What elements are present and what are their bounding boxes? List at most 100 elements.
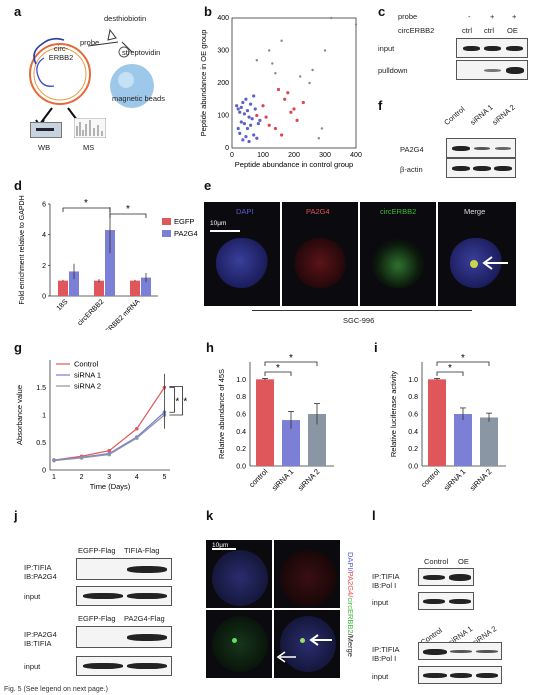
l-top-lane-1: Control xyxy=(424,557,449,566)
g-ytick-2: 1 xyxy=(42,413,46,420)
h-ytick-0: 0.0 xyxy=(236,464,246,471)
e-arrow-icon xyxy=(482,256,508,270)
f-blot-actin-label: β-actin xyxy=(400,165,423,174)
b-point-red xyxy=(261,104,265,108)
circ-erbb2-label: circ- ERBB2 xyxy=(48,44,74,62)
b-point-blue xyxy=(238,110,242,114)
k-pa2g4-image xyxy=(274,540,340,608)
b-xtick-3: 300 xyxy=(319,152,331,159)
b-point-blue xyxy=(252,133,256,137)
b-point-gray xyxy=(268,49,271,52)
h-ytick-1: 0.2 xyxy=(236,446,246,453)
j-bot-lane-2: PA2G4-Flag xyxy=(124,614,165,623)
e-ch-dapi: DAPI xyxy=(236,207,254,216)
g-xtick-4: 5 xyxy=(162,474,166,481)
d-star-2: * xyxy=(126,204,130,215)
b-point-red xyxy=(255,113,259,118)
b-point-red xyxy=(292,107,296,111)
k-dapi-image xyxy=(206,540,272,608)
c-row-probe: probe xyxy=(398,12,418,21)
panel-l-label: l xyxy=(372,508,376,523)
g-point xyxy=(79,456,84,460)
d-bar xyxy=(69,271,79,296)
b-ytick-1: 100 xyxy=(217,113,229,120)
b-point-blue xyxy=(255,136,259,140)
b-ytick-3: 300 xyxy=(217,48,229,55)
j-top-lane-1: EGFP-Flag xyxy=(78,546,116,555)
i-ytick-0: 0.0 xyxy=(408,464,418,471)
e-pa2g4-image xyxy=(282,202,358,306)
i-bar xyxy=(454,414,472,466)
l-bot-blot-1 xyxy=(418,642,502,660)
c-row-circ: circERBB2 xyxy=(398,26,435,35)
h-ytick-2: 0.4 xyxy=(236,429,246,436)
d-legend-swatch xyxy=(162,230,171,237)
f-lane-3: siRNA 2 xyxy=(490,102,517,127)
b-point-blue xyxy=(242,122,246,126)
ms-label: MS xyxy=(83,143,95,152)
f-blot-pa2g4 xyxy=(446,138,516,158)
b-point-gray xyxy=(330,16,333,20)
b-point-blue xyxy=(256,122,260,126)
b-ytick-4: 400 xyxy=(217,15,229,22)
b-point-red xyxy=(273,126,277,131)
b-point-red xyxy=(301,100,305,105)
b-ylabel: Peptide abundance in OE group xyxy=(199,30,208,137)
c-blot-input xyxy=(456,38,528,58)
k-circ-image xyxy=(206,610,272,678)
b-point-blue xyxy=(253,107,257,111)
k-merge-image xyxy=(274,610,340,678)
panel-c-label: c xyxy=(378,4,386,19)
chart-g-line: 0 0.5 1 1.5 1 2 3 4 5 Time (Days) Absorbance value… xyxy=(15,360,187,492)
b-point-gray xyxy=(311,68,314,72)
i-xtick-1: siRNA 1 xyxy=(442,467,468,493)
j-top-lane-2: TIFIA-Flag xyxy=(124,546,160,555)
panel-f-label: f xyxy=(378,98,383,113)
figure-caption: Fig. 5 (See legend on next page.) xyxy=(4,686,108,693)
b-point-red xyxy=(276,87,281,92)
b-point-gray xyxy=(280,39,283,42)
c-blot-input-label: input xyxy=(378,44,395,53)
g-legend-2: siRNA 2 xyxy=(74,382,101,391)
b-point-blue xyxy=(242,112,246,116)
k-legend-pa2g4: PA2G4/ xyxy=(346,571,355,598)
b-point-blue xyxy=(249,123,253,127)
h-sig-bracket-2 xyxy=(264,361,318,366)
beads-label: magnetic beads xyxy=(112,94,165,103)
h-ytick-4: 0.8 xyxy=(236,394,246,401)
d-bar xyxy=(141,277,151,296)
d-ytick-0: 0 xyxy=(42,294,46,301)
l-bot-row-2: input xyxy=(372,672,389,681)
b-point-blue xyxy=(244,97,248,101)
b-xtick-1: 100 xyxy=(257,152,269,159)
d-bar xyxy=(58,280,68,296)
i-xtick-0: control xyxy=(419,467,442,490)
b-point-blue xyxy=(245,126,250,131)
e-scale: 10μm xyxy=(210,220,227,227)
d-legend-0: EGFP xyxy=(174,217,194,226)
c-circ-2: ctrl xyxy=(484,26,494,35)
g-point xyxy=(107,448,111,453)
b-point-blue xyxy=(236,126,240,131)
h-bar xyxy=(308,414,326,466)
chart-d-bar: 0 2 4 6 Fold enrichment relative to GAPDH 18S… xyxy=(19,195,198,330)
h-bar xyxy=(282,420,300,466)
g-ytick-1: 0.5 xyxy=(36,440,46,447)
d-bar xyxy=(105,230,115,296)
i-ylabel: Relative luciferase activity xyxy=(389,371,398,458)
f-lane-1: Control xyxy=(442,104,467,127)
j-top-row-2: input xyxy=(24,592,41,601)
g-sig-bracket-2 xyxy=(169,386,183,416)
b-point-red xyxy=(280,133,284,137)
panel-a-label: a xyxy=(14,4,22,19)
ms-thumbnail xyxy=(74,118,106,138)
panel-k-label: k xyxy=(206,508,214,523)
g-sig-bracket-1 xyxy=(169,387,175,413)
i-xtick-2: siRNA 2 xyxy=(468,467,494,493)
c-blot-pulldown-label: pulldown xyxy=(378,66,408,75)
g-legend-0: Control xyxy=(74,360,99,369)
i-ytick-3: 0.6 xyxy=(408,412,418,419)
k-legend-dapi: DAPI/ xyxy=(346,552,355,572)
l-top-blot-2 xyxy=(418,592,474,610)
